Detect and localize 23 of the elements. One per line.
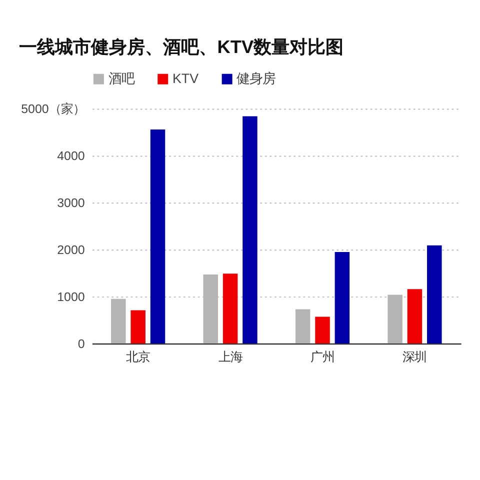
y-tick-label: 3000: [57, 196, 85, 210]
x-tick-label: 深圳: [402, 350, 427, 364]
bar: [315, 316, 330, 344]
legend-label: 酒吧: [108, 70, 134, 86]
y-tick-label: 1000: [57, 290, 85, 304]
bar: [130, 310, 146, 344]
bar: [334, 252, 350, 344]
bar: [150, 129, 166, 344]
y-tick-label: 4000: [57, 149, 85, 164]
bar: [427, 245, 442, 344]
x-tick-label: 广州: [310, 350, 335, 364]
bar: [242, 116, 258, 344]
y-tick-label: 0: [78, 336, 85, 351]
legend-label: 健身房: [236, 70, 276, 86]
chart-title: 一线城市健身房、酒吧、KTV数量对比图: [19, 37, 344, 58]
y-tick-label: 5000（家）: [21, 102, 85, 116]
bar: [222, 274, 238, 344]
y-tick-label: 2000: [57, 242, 85, 257]
bar: [295, 309, 310, 344]
bar: [407, 289, 422, 344]
x-tick-label: 上海: [218, 350, 242, 364]
legend-label: KTV: [172, 70, 199, 86]
x-tick-label: 北京: [126, 350, 150, 364]
